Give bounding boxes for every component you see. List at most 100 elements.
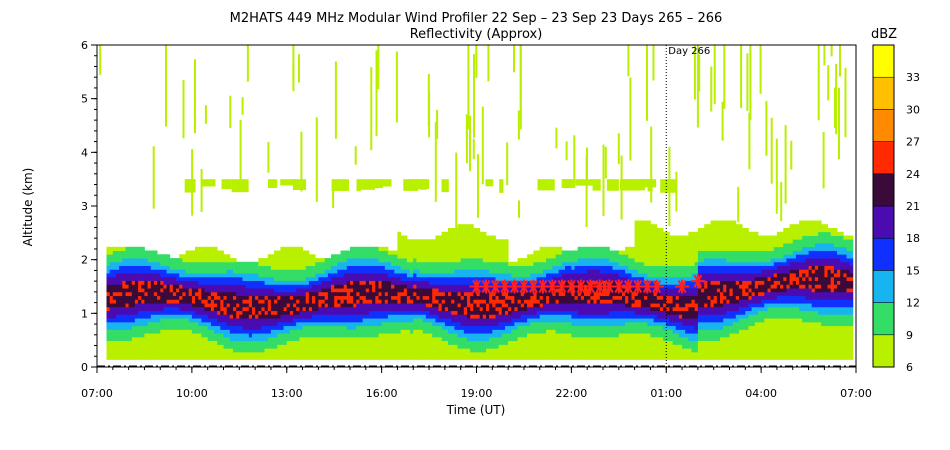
reflectivity-cell xyxy=(596,254,601,259)
reflectivity-cell xyxy=(495,333,500,338)
reflectivity-cell xyxy=(289,261,294,266)
reflectivity-cell xyxy=(394,355,398,360)
reflectivity-cell xyxy=(558,318,563,323)
reflectivity-cell xyxy=(204,295,209,300)
reflectivity-cell xyxy=(463,235,468,240)
reflectivity-cell xyxy=(552,254,556,259)
reflectivity-cell xyxy=(394,314,398,319)
reflectivity-cell xyxy=(201,284,205,289)
reflectivity-cell xyxy=(350,269,354,274)
reflectivity-cell xyxy=(511,269,515,274)
reflectivity-cell xyxy=(283,306,288,312)
reflectivity-cell xyxy=(264,336,269,342)
reflectivity-cell xyxy=(523,333,528,338)
reflectivity-cell xyxy=(523,336,528,342)
reflectivity-cell xyxy=(119,348,123,353)
reflectivity-cell xyxy=(565,321,569,327)
reflectivity-cell xyxy=(163,340,167,345)
reflectivity-cell xyxy=(555,348,560,353)
reflectivity-cell xyxy=(425,239,430,244)
reflectivity-cell xyxy=(479,261,484,266)
reflectivity-cell xyxy=(131,269,136,274)
reflectivity-cell xyxy=(501,340,506,345)
reflectivity-cell xyxy=(150,336,155,342)
reflectivity-cell xyxy=(267,280,272,285)
reflectivity-cell xyxy=(239,310,243,315)
reflectivity-cell xyxy=(505,314,509,319)
reflectivity-cell xyxy=(593,336,598,342)
reflectivity-cell xyxy=(210,352,215,357)
reflectivity-cell xyxy=(312,261,316,266)
reflectivity-cell xyxy=(242,314,247,319)
reflectivity-cell xyxy=(400,254,405,259)
reflectivity-cell xyxy=(523,329,528,334)
reflectivity-cell xyxy=(552,295,556,300)
reflectivity-cell xyxy=(362,340,367,345)
reflectivity-cell xyxy=(587,336,591,342)
reflectivity-cell xyxy=(346,295,351,300)
reflectivity-cell xyxy=(444,239,449,244)
reflectivity-cell xyxy=(517,276,522,281)
reflectivity-cell xyxy=(448,295,452,300)
reflectivity-cell xyxy=(293,306,297,312)
reflectivity-cell xyxy=(527,258,531,263)
reflectivity-cell xyxy=(119,258,123,263)
reflectivity-cell xyxy=(362,314,367,319)
reflectivity-cell xyxy=(441,276,446,281)
reflectivity-cell xyxy=(568,258,572,263)
reflectivity-cell xyxy=(628,348,632,353)
reflectivity-cell xyxy=(599,246,604,251)
reflectivity-cell xyxy=(147,280,152,285)
reflectivity-cell xyxy=(280,314,284,319)
reflectivity-cell xyxy=(261,310,265,315)
reflectivity-cell xyxy=(432,246,436,251)
reflectivity-cell xyxy=(353,291,357,297)
reflectivity-cell xyxy=(248,276,253,281)
reflectivity-cell xyxy=(138,344,142,349)
reflectivity-cell xyxy=(520,321,525,327)
reflectivity-cell xyxy=(498,243,503,248)
reflectivity-cell xyxy=(574,258,579,263)
reflectivity-cell xyxy=(444,254,449,259)
reflectivity-cell xyxy=(147,284,152,289)
reflectivity-cell xyxy=(217,284,221,289)
reflectivity-cell xyxy=(359,254,364,259)
reflectivity-cell xyxy=(163,303,167,308)
reflectivity-cell xyxy=(195,340,199,345)
reflectivity-cell xyxy=(381,333,386,338)
reflectivity-cell xyxy=(397,284,401,289)
reflectivity-cell xyxy=(565,269,569,274)
reflectivity-cell xyxy=(220,265,224,270)
reflectivity-cell xyxy=(419,291,424,297)
reflectivity-cell xyxy=(495,269,500,274)
reflectivity-cell xyxy=(422,340,427,345)
reflectivity-cell xyxy=(179,284,183,289)
reflectivity-cell xyxy=(324,314,329,319)
reflectivity-cell xyxy=(359,269,364,274)
reflectivity-cell xyxy=(236,333,240,338)
reflectivity-cell xyxy=(261,336,265,342)
reflectivity-cell xyxy=(454,246,458,251)
reflectivity-cell xyxy=(299,295,303,300)
reflectivity-cell xyxy=(498,276,503,281)
reflectivity-cell xyxy=(280,273,284,278)
reflectivity-cell xyxy=(523,306,528,312)
reflectivity-cell xyxy=(214,333,218,338)
reflectivity-cell xyxy=(296,276,300,281)
reflectivity-cell xyxy=(489,321,493,327)
reflectivity-cell xyxy=(387,329,392,334)
reflectivity-cell xyxy=(539,333,544,338)
reflectivity-cell xyxy=(618,352,623,357)
reflectivity-cell xyxy=(470,306,474,312)
reflectivity-cell xyxy=(229,269,234,274)
reflectivity-cell xyxy=(334,348,338,353)
reflectivity-cell xyxy=(625,276,629,281)
reflectivity-cell xyxy=(451,314,455,319)
reflectivity-cell xyxy=(296,299,300,304)
reflectivity-cell xyxy=(552,291,556,297)
reflectivity-cell xyxy=(615,273,620,278)
reflectivity-cell xyxy=(283,280,288,285)
reflectivity-cell xyxy=(270,336,275,342)
reflectivity-cell xyxy=(112,318,117,323)
reflectivity-cell xyxy=(134,295,139,300)
